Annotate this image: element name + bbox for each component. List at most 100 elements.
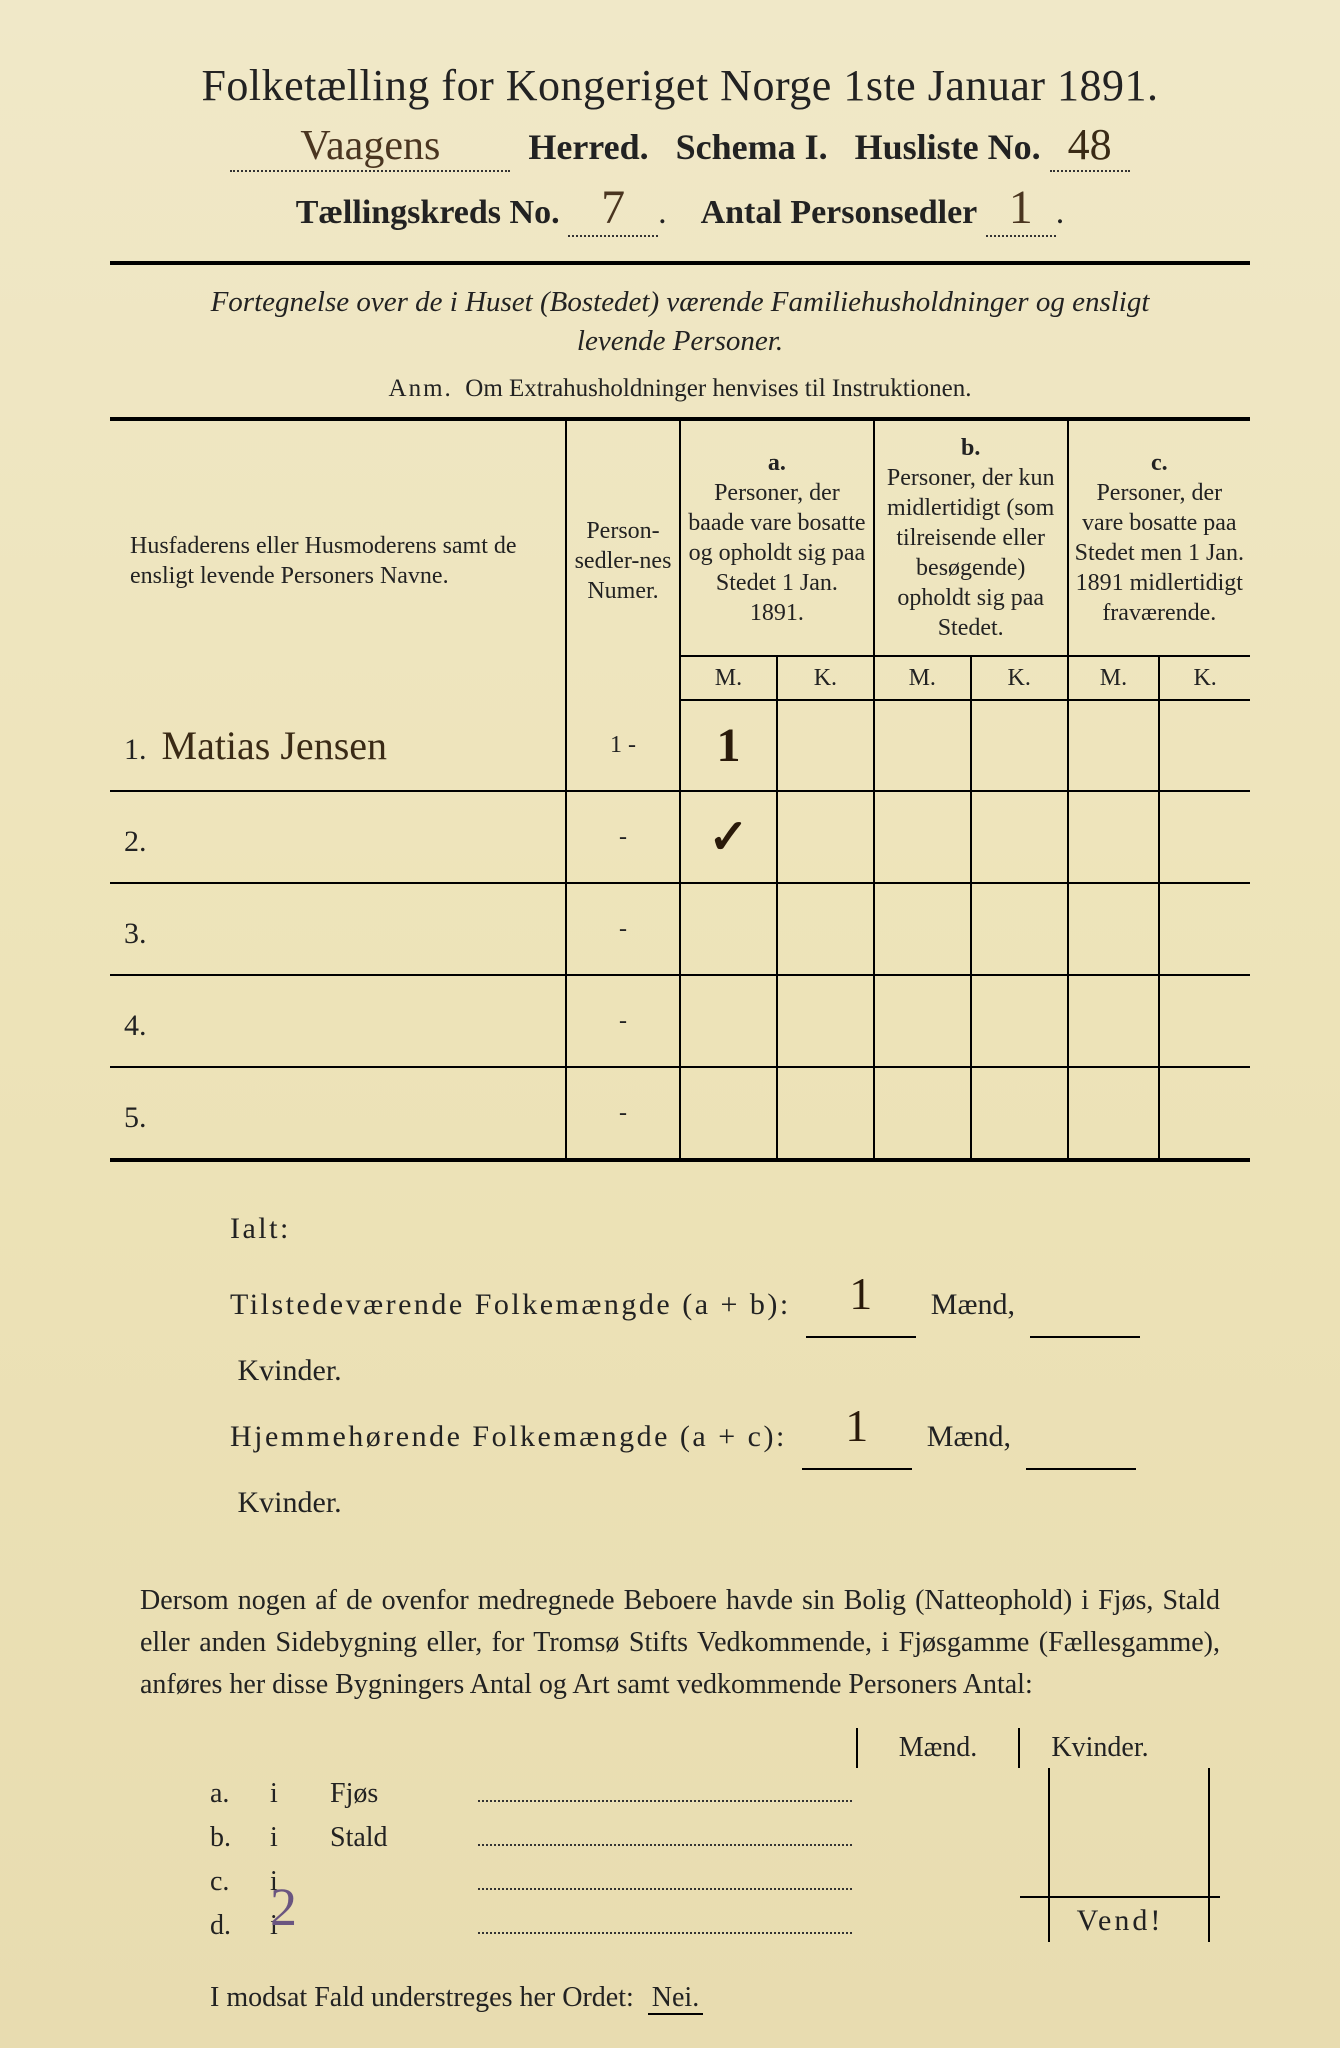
cell-c (1068, 1067, 1250, 1160)
cell-b (874, 975, 1068, 1067)
cell-c (1068, 700, 1250, 791)
nei-word: Nei. (648, 1982, 703, 2015)
ialt-line1-label: Tilstedeværende Folkemængde (a + b): (230, 1288, 791, 1321)
ialt-maend-1: Mænd, (931, 1288, 1015, 1321)
ialt-row-1: Tilstedeværende Folkemængde (a + b): 1 M… (230, 1272, 1250, 1404)
page-title: Folketælling for Kongeriget Norge 1ste J… (110, 60, 1250, 111)
subtitle: Fortegnelse over de i Huset (Bostedet) v… (110, 283, 1250, 361)
ialt-block: Ialt: Tilstedeværende Folkemængde (a + b… (230, 1196, 1250, 1536)
bottom-row: b.iStald (210, 1822, 1180, 1854)
cell-c (1068, 883, 1250, 975)
ialt-line2-label: Hjemmehørende Folkemængde (a + c): (230, 1420, 787, 1453)
th-b: b. Personer, der kun midlertidigt (som t… (874, 419, 1068, 656)
kreds-label: Tællingskreds No. (296, 194, 560, 231)
personsedler-value: 1 (1009, 180, 1033, 235)
ialt-line1-m-field: 1 (806, 1306, 916, 1338)
ialt-line1-k-field (1030, 1306, 1140, 1338)
bottom-row-a: d. (210, 1910, 270, 1942)
kreds-value: 7 (601, 180, 625, 235)
table-row: 5. - (110, 1067, 1250, 1160)
bottom-row-dots (478, 1914, 852, 1934)
cell-a (680, 1067, 874, 1160)
personsedler-field: 1 (986, 180, 1056, 237)
ialt-line2-k-field (1026, 1438, 1136, 1470)
bottom-row-label: Fjøs (330, 1778, 470, 1810)
th-num: Person-sedler-nes Numer. (566, 419, 680, 700)
cell-b (874, 883, 1068, 975)
cell-pnum: - (566, 791, 680, 883)
herred-label: Herred. (528, 127, 648, 167)
corner-handwriting: 2 (270, 1876, 297, 1938)
th-b-m: M. (875, 657, 972, 699)
ialt-line2-m-field: 1 (802, 1438, 912, 1470)
cell-a: ✓ (680, 791, 874, 883)
subtitle-line1: Fortegnelse over de i Huset (Bostedet) v… (211, 286, 1150, 318)
cell-a (680, 883, 874, 975)
paragraph: Dersom nogen af de ovenfor medregnede Be… (140, 1580, 1220, 1706)
cell-name: 2. (110, 791, 566, 883)
cell-b (874, 1067, 1068, 1160)
bottom-row-dots (478, 1870, 852, 1890)
vend-label: Vend! (1020, 1896, 1220, 1938)
ialt-row-2: Hjemmehørende Folkemængde (a + c): 1 Mæn… (230, 1404, 1250, 1536)
cell-name: 4. (110, 975, 566, 1067)
th-a-label: a. (768, 450, 786, 476)
cell-b (874, 791, 1068, 883)
ialt-line2-m: 1 (845, 1375, 868, 1476)
table-row: 4. - (110, 975, 1250, 1067)
personsedler-label: Antal Personsedler (701, 194, 978, 231)
bottom-row-dots (478, 1782, 852, 1802)
ialt-kvinder-1: Kvinder. (238, 1354, 342, 1387)
bottom-maend-label: Mænd. (856, 1728, 1018, 1768)
ialt-line1-m: 1 (849, 1243, 872, 1344)
th-a-k: K. (778, 657, 873, 699)
cell-name: 3. (110, 883, 566, 975)
table-row: 2. -✓ (110, 791, 1250, 883)
cell-pnum: 1 - (566, 700, 680, 791)
table-row: 3. - (110, 883, 1250, 975)
header-line-2: Vaagens Herred. Schema I. Husliste No. 4… (110, 119, 1250, 172)
herred-value: Vaagens (300, 122, 440, 170)
census-form-page: Folketælling for Kongeriget Norge 1ste J… (0, 0, 1340, 2048)
nei-line: I modsat Fald understreges her Ordet: Ne… (210, 1982, 1250, 2014)
schema-label: Schema I. (676, 127, 828, 167)
cell-a: 1 (680, 700, 874, 791)
subtitle-line2: levende Personer. (577, 325, 783, 357)
kreds-field: 7 (568, 180, 658, 237)
bottom-row-i: i (270, 1778, 330, 1810)
husliste-label: Husliste No. (855, 127, 1041, 167)
anm-line: Anm. Om Extrahusholdninger henvises til … (110, 375, 1250, 403)
cell-pnum: - (566, 1067, 680, 1160)
cell-c (1068, 791, 1250, 883)
th-a-text: Personer, der baade vare bosatte og opho… (688, 480, 865, 626)
husliste-value: 48 (1050, 119, 1130, 172)
bottom-row: c.i (210, 1866, 1180, 1898)
th-c-m: M. (1069, 657, 1161, 699)
cell-c (1068, 975, 1250, 1067)
ialt-maend-2: Mænd, (927, 1420, 1011, 1453)
divider-1 (110, 261, 1250, 265)
th-c-label: c. (1151, 450, 1168, 476)
th-a: a. Personer, der baade vare bosatte og o… (680, 419, 874, 656)
herred-field: Vaagens (230, 122, 510, 172)
th-b-text: Personer, der kun midlertidigt (som tilr… (887, 465, 1055, 641)
cell-pnum: - (566, 975, 680, 1067)
th-a-mk: M. K. (680, 656, 874, 700)
cell-name: 1. Matias Jensen (110, 700, 566, 791)
bottom-row-a: c. (210, 1866, 270, 1898)
ialt-label: Ialt: (230, 1212, 291, 1245)
th-c-mk: M. K. (1068, 656, 1250, 700)
nei-text: I modsat Fald understreges her Ordet: (210, 1982, 634, 2013)
th-b-mk: M. K. (874, 656, 1068, 700)
table-row: 1. Matias Jensen1 -1 (110, 700, 1250, 791)
bottom-row-label: Stald (330, 1822, 470, 1854)
cell-pnum: - (566, 883, 680, 975)
bottom-row: a.iFjøs (210, 1778, 1180, 1810)
anm-label: Anm. (389, 375, 453, 402)
bottom-kvinder-label: Kvinder. (1018, 1728, 1180, 1768)
th-c-k: K. (1160, 657, 1250, 699)
bottom-mk-header: Mænd. Kvinder. (110, 1728, 1180, 1768)
bottom-row-a: a. (210, 1778, 270, 1810)
th-c-text: Personer, der vare bosatte paa Stedet me… (1075, 480, 1244, 626)
bottom-row-dots (478, 1826, 852, 1846)
